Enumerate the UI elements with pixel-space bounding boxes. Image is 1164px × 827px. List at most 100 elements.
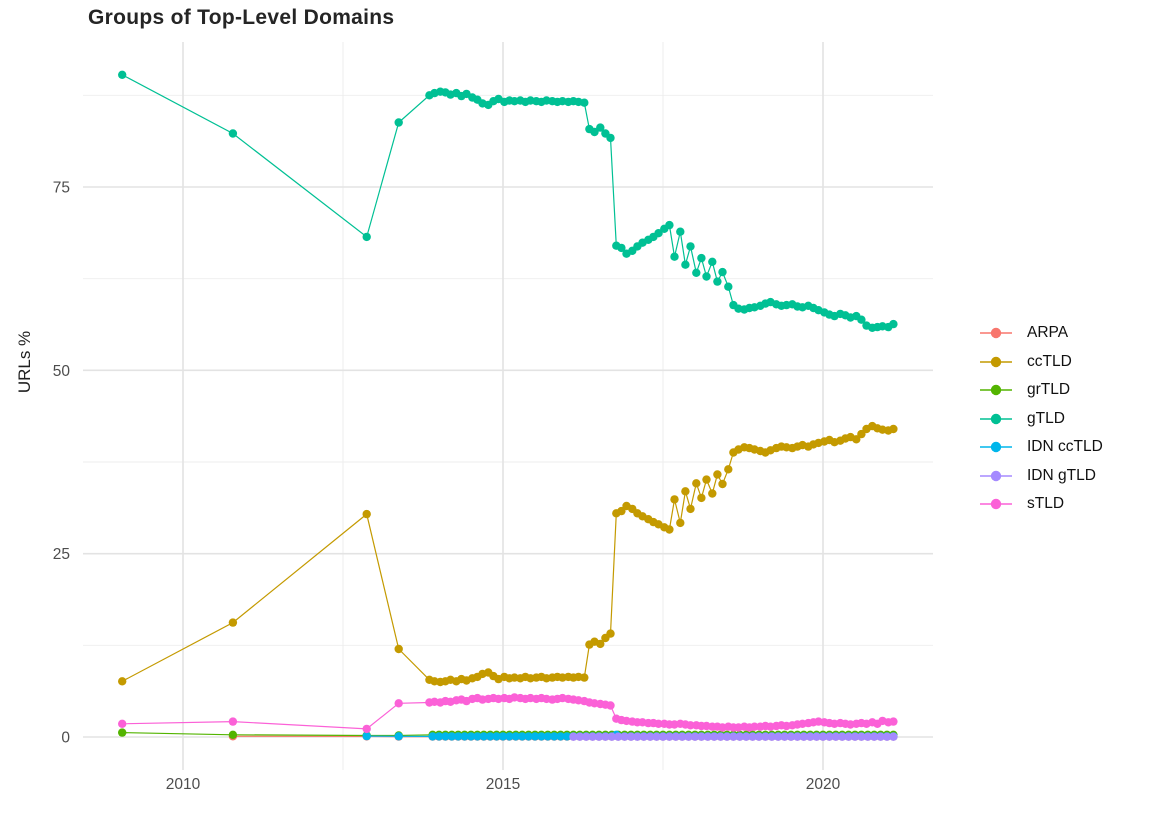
idn-cctld-legend-dot [990, 442, 1002, 453]
series-point-idn-gtld [761, 732, 770, 741]
series-point-gtld [889, 319, 898, 329]
series-point-idn-gtld [614, 732, 623, 741]
series-point-stld [228, 717, 238, 726]
arpa-legend-marker-icon [980, 328, 1012, 339]
series-point-idn-gtld [716, 732, 725, 741]
series-point-gtld [590, 127, 599, 137]
series-point-cctld [889, 424, 898, 434]
series-point-idn-gtld [876, 732, 885, 741]
series-point-cctld [718, 479, 727, 489]
series-point-cctld [681, 487, 690, 496]
series-point-cctld [686, 504, 695, 514]
series-point-cctld [724, 465, 733, 474]
series-point-idn-gtld [799, 732, 808, 741]
series-point-gtld [118, 70, 127, 80]
series-point-idn-gtld [684, 732, 693, 741]
series-point-idn-cctld [498, 732, 508, 741]
series-point-idn-gtld [633, 732, 642, 741]
series-point-gtld [857, 315, 866, 324]
y-tick-label: 75 [53, 180, 70, 197]
series-point-cctld [670, 495, 679, 504]
series-point-idn-gtld [742, 732, 751, 741]
series-point-idn-gtld [774, 732, 783, 741]
series-point-cctld [665, 525, 674, 534]
series-point-stld [686, 721, 695, 730]
series-point-gtld [596, 123, 605, 132]
legend: ARPA ccTLD grTLD gTLD IDN ccTLD IDN gTLD sTLD [978, 319, 1103, 519]
series-point-gtld [702, 272, 711, 281]
legend-item-gtld: gTLD [978, 405, 1103, 434]
legend-item-idn-cctld: IDN ccTLD [978, 433, 1103, 462]
series-point-idn-gtld [710, 732, 719, 741]
series-point-gtld [606, 133, 615, 143]
y-tick-label: 50 [53, 363, 71, 380]
gtld-legend-marker-icon [980, 413, 1012, 424]
series-point-idn-cctld [486, 732, 495, 741]
series-point-gtld [665, 220, 674, 230]
series-point-idn-gtld [767, 732, 776, 741]
grtld-legend-dot [990, 385, 1002, 396]
series-point-idn-gtld [818, 732, 828, 741]
series-point-idn-gtld [569, 732, 578, 741]
series-point-idn-gtld [780, 732, 789, 741]
legend-item-idn-gtld: IDN gTLD [978, 462, 1103, 491]
x-tick-label: 2020 [806, 776, 841, 793]
series-point-idn-gtld [601, 732, 610, 741]
series-point-cctld [118, 677, 127, 686]
series-point-cctld [852, 435, 861, 444]
series-point-gtld [718, 267, 727, 277]
series-point-stld [889, 717, 898, 726]
series-point-cctld [713, 470, 722, 479]
series-point-gtld [654, 229, 663, 238]
series-point-idn-cctld [511, 732, 520, 741]
series-point-idn-gtld [658, 732, 668, 741]
stld-legend-marker-icon [980, 499, 1012, 510]
series-point-stld [750, 722, 759, 731]
series-point-idn-gtld [575, 732, 584, 741]
series-point-idn-cctld [537, 732, 546, 741]
series-point-idn-gtld [870, 732, 879, 741]
series-point-idn-gtld [639, 732, 648, 741]
cctld-legend-dot [990, 356, 1002, 367]
series-point-cctld [676, 518, 685, 528]
series-point-idn-cctld [362, 731, 371, 741]
y-tick-label: 0 [61, 730, 70, 747]
chart-title: Groups of Top-Level Domains [88, 6, 395, 29]
series-point-idn-gtld [850, 732, 860, 741]
series-line-gtld [121, 74, 894, 329]
series-point-idn-cctld [466, 732, 476, 741]
legend-label-cctld: ccTLD [1027, 352, 1072, 370]
series-point-cctld [228, 618, 238, 627]
series-point-gtld [228, 129, 238, 138]
series-point-cctld [697, 493, 706, 503]
series-point-idn-gtld [690, 732, 700, 741]
series-point-idn-cctld [524, 732, 533, 741]
series-point-cctld [394, 644, 403, 654]
series-point-idn-cctld [454, 732, 463, 741]
series-point-gtld [617, 243, 626, 253]
legend-label-idn-cctld: IDN ccTLD [1027, 438, 1103, 456]
series-point-stld [394, 699, 403, 708]
series-point-grtld [228, 730, 238, 739]
series-point-idn-gtld [735, 732, 744, 741]
series-point-idn-gtld [844, 732, 853, 741]
series-point-idn-gtld [889, 732, 898, 741]
series-point-cctld [857, 429, 866, 439]
series-point-gtld [686, 242, 695, 251]
series-point-idn-cctld [505, 732, 514, 741]
series-point-idn-gtld [697, 732, 706, 741]
series-point-idn-gtld [620, 732, 629, 741]
legend-label-idn-gtld: IDN gTLD [1027, 466, 1096, 484]
series-point-idn-cctld [556, 732, 565, 741]
series-point-gtld [708, 257, 717, 266]
idn-gtld-legend-dot [990, 470, 1002, 481]
series-point-idn-gtld [594, 732, 604, 741]
legend-label-grtld: grTLD [1027, 381, 1071, 399]
series-point-idn-cctld [492, 732, 501, 741]
cctld-legend-marker-icon [980, 356, 1012, 367]
series-point-idn-cctld [434, 732, 444, 741]
idn-gtld-legend-marker-icon [980, 470, 1012, 481]
grtld-legend-marker-icon [980, 385, 1012, 396]
series-point-idn-gtld [812, 732, 821, 741]
